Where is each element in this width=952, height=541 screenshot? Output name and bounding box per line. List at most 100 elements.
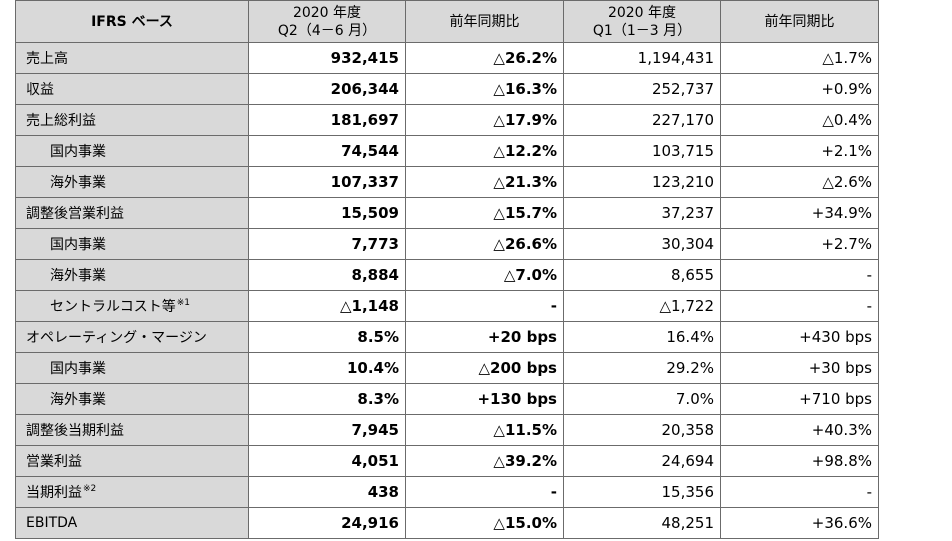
q2-yoy-cell: △12.2% <box>405 135 564 167</box>
table-row: 海外事業 107,337 △21.3% 123,210 △2.6% <box>15 166 879 198</box>
q2-value-cell: 206,344 <box>248 73 406 105</box>
q1-yoy-cell: △0.4% <box>720 104 879 136</box>
row-label-cell: 海外事業 <box>15 166 249 198</box>
q1-value-cell: 24,694 <box>563 445 721 477</box>
row-label-cell: 調整後営業利益 <box>15 197 249 229</box>
q2-yoy-cell: △11.5% <box>405 414 564 446</box>
row-label: 売上総利益 <box>26 113 96 129</box>
row-label: 収益 <box>26 82 54 98</box>
header-q1-line2: Q1（1－3 月） <box>592 22 692 39</box>
q1-yoy-cell: +2.1% <box>720 135 879 167</box>
row-label-cell: 海外事業 <box>15 383 249 415</box>
table-row: 売上高 932,415 △26.2% 1,194,431 △1.7% <box>15 42 879 74</box>
q1-value-cell: 29.2% <box>563 352 721 384</box>
q1-value-cell: 252,737 <box>563 73 721 105</box>
header-q1-column: 2020 年度 Q1（1－3 月） <box>563 0 721 43</box>
row-label-cell: 国内事業 <box>15 352 249 384</box>
row-label-cell: 売上総利益 <box>15 104 249 136</box>
row-label: オペレーティング・マージン <box>26 330 207 346</box>
table-row: 当期利益※2 438-15,356- <box>15 476 879 508</box>
q1-yoy-cell: +2.7% <box>720 228 879 260</box>
q2-yoy-cell: - <box>405 476 564 508</box>
table-row: 調整後営業利益 15,509 △15.7% 37,237 +34.9% <box>15 197 879 229</box>
q1-yoy-cell: +40.3% <box>720 414 879 446</box>
q1-value-cell: 7.0% <box>563 383 721 415</box>
q2-value-cell: 15,509 <box>248 197 406 229</box>
q1-yoy-cell: +34.9% <box>720 197 879 229</box>
q2-value-cell: 7,945 <box>248 414 406 446</box>
row-label: 調整後当期利益 <box>26 423 124 439</box>
table-row: 売上総利益 181,697 △17.9% 227,170 △0.4% <box>15 104 879 136</box>
row-label: セントラルコスト等 <box>50 299 176 315</box>
row-label-cell: 国内事業 <box>15 135 249 167</box>
row-label: 営業利益 <box>26 454 82 470</box>
table-body: 売上高 932,415 △26.2% 1,194,431 △1.7% 収益 206,344 △… <box>15 42 879 539</box>
q1-yoy-cell: +430 bps <box>720 321 879 353</box>
q1-yoy-cell: △2.6% <box>720 166 879 198</box>
q1-yoy-cell: +98.8% <box>720 445 879 477</box>
q2-value-cell: 932,415 <box>248 42 406 74</box>
q2-value-cell: △1,148 <box>248 290 406 322</box>
row-label: 海外事業 <box>50 175 106 191</box>
table-row: 収益 206,344 △16.3% 252,737 +0.9% <box>15 73 879 105</box>
q2-value-cell: 10.4% <box>248 352 406 384</box>
q1-yoy-cell: +30 bps <box>720 352 879 384</box>
q1-value-cell: 30,304 <box>563 228 721 260</box>
q1-yoy-cell: +36.6% <box>720 507 879 539</box>
q2-yoy-cell: △21.3% <box>405 166 564 198</box>
row-label-cell: 売上高 <box>15 42 249 74</box>
row-label-cell: EBITDA <box>15 507 249 539</box>
footnote-marker: ※1 <box>176 298 191 308</box>
q2-value-cell: 8.5% <box>248 321 406 353</box>
table-row: 国内事業 7,773 △26.6% 30,304 +2.7% <box>15 228 879 260</box>
q1-yoy-cell: - <box>720 259 879 291</box>
row-label-cell: オペレーティング・マージン <box>15 321 249 353</box>
table-header: IFRS ベース 2020 年度 Q2（4－6 月） 前年同期比 2020 年度… <box>15 0 879 43</box>
q2-yoy-cell: △200 bps <box>405 352 564 384</box>
q1-yoy-cell: +710 bps <box>720 383 879 415</box>
row-label: 国内事業 <box>50 144 106 160</box>
q1-value-cell: 20,358 <box>563 414 721 446</box>
q1-value-cell: 8,655 <box>563 259 721 291</box>
row-label-cell: 海外事業 <box>15 259 249 291</box>
q1-value-cell: 37,237 <box>563 197 721 229</box>
q2-yoy-cell: △26.2% <box>405 42 564 74</box>
q1-yoy-cell: - <box>720 290 879 322</box>
q2-yoy-cell: +20 bps <box>405 321 564 353</box>
row-label: 国内事業 <box>50 361 106 377</box>
table-row: セントラルコスト等※1 △1,148- △1,722- <box>15 290 879 322</box>
row-label: 国内事業 <box>50 237 106 253</box>
q2-value-cell: 107,337 <box>248 166 406 198</box>
q2-value-cell: 74,544 <box>248 135 406 167</box>
header-q2-yoy-column: 前年同期比 <box>405 0 564 43</box>
table-row: 国内事業 74,544 △12.2% 103,715 +2.1% <box>15 135 879 167</box>
header-q1-line1: 2020 年度 <box>607 4 677 21</box>
footnote-marker: ※2 <box>83 484 97 494</box>
q2-yoy-cell: △7.0% <box>405 259 564 291</box>
q1-yoy-cell: - <box>720 476 879 508</box>
q2-value-cell: 24,916 <box>248 507 406 539</box>
row-label-cell: 調整後当期利益 <box>15 414 249 446</box>
table-row: 営業利益 4,051 △39.2% 24,694 +98.8% <box>15 445 879 477</box>
header-q2-line1: 2020 年度 <box>292 4 362 21</box>
financial-results-table: IFRS ベース 2020 年度 Q2（4－6 月） 前年同期比 2020 年度… <box>15 0 879 539</box>
q2-value-cell: 438 <box>248 476 406 508</box>
q2-yoy-cell: +130 bps <box>405 383 564 415</box>
q1-value-cell: 1,194,431 <box>563 42 721 74</box>
table-row: 国内事業 10.4% △200 bps 29.2% +30 bps <box>15 352 879 384</box>
row-label: 海外事業 <box>50 392 106 408</box>
q1-value-cell: 48,251 <box>563 507 721 539</box>
q2-yoy-cell: △26.6% <box>405 228 564 260</box>
table-row: EBITDA 24,916 △15.0% 48,251 +36.6% <box>15 507 879 539</box>
q2-value-cell: 8,884 <box>248 259 406 291</box>
q1-value-cell: △1,722 <box>563 290 721 322</box>
q2-yoy-cell: △16.3% <box>405 73 564 105</box>
row-label: 海外事業 <box>50 268 106 284</box>
q2-yoy-cell: △15.7% <box>405 197 564 229</box>
q2-yoy-cell: - <box>405 290 564 322</box>
q2-value-cell: 181,697 <box>248 104 406 136</box>
header-q1-yoy-column: 前年同期比 <box>720 0 879 43</box>
header-q2-line2: Q2（4－6 月） <box>277 22 377 39</box>
q2-yoy-cell: △15.0% <box>405 507 564 539</box>
q2-value-cell: 8.3% <box>248 383 406 415</box>
